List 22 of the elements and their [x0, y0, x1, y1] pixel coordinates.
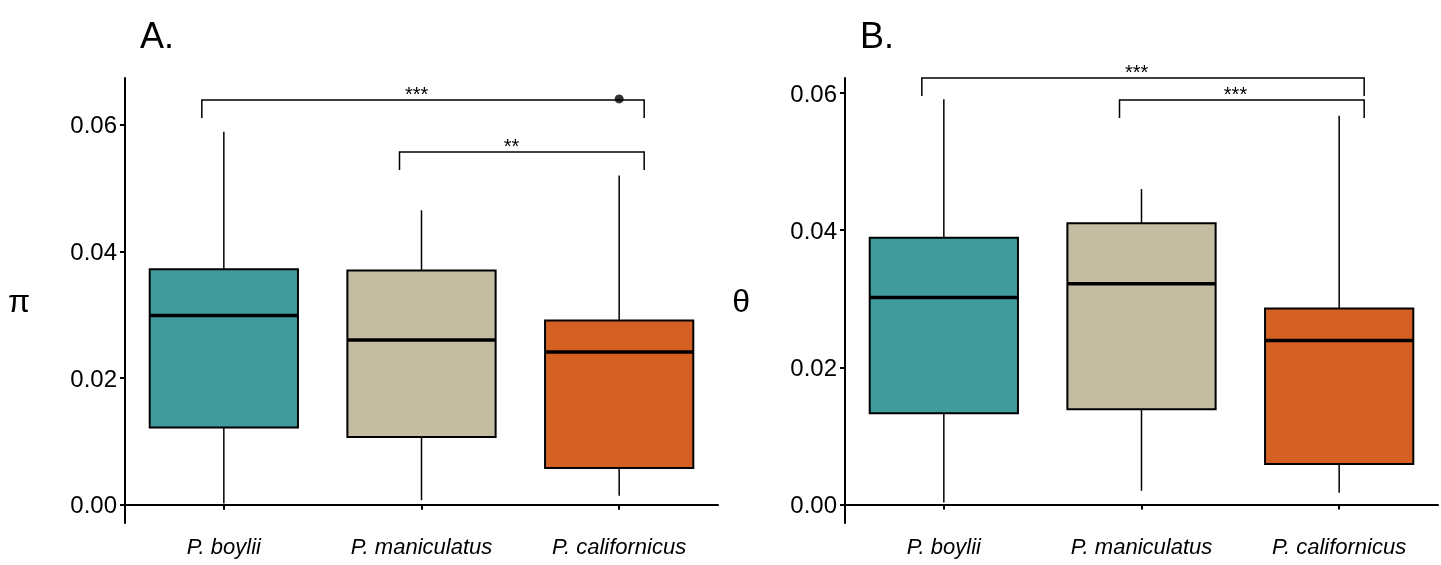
- y-tick-label: 0.06: [790, 79, 837, 107]
- y-tick-label: 0.04: [70, 237, 117, 265]
- chart-title: A.: [140, 14, 175, 56]
- annotation: ***: [1125, 61, 1149, 83]
- x-tick-label: P. californicus: [1272, 533, 1407, 559]
- y-tick-label: 0.02: [70, 364, 117, 392]
- x-tick-label: P. boylii: [186, 533, 263, 559]
- annotation: ***: [405, 83, 429, 105]
- x-tick-label: P. boylii: [906, 533, 983, 559]
- annotation: ***: [1223, 83, 1248, 105]
- x-tick-label: P. californicus: [552, 533, 687, 559]
- y-axis-title: π: [7, 282, 30, 319]
- y-tick-label: 0.02: [790, 353, 837, 381]
- y-tick-label: 0.06: [70, 111, 117, 139]
- y-tick-label: 0.04: [790, 216, 837, 244]
- annotation: **: [503, 135, 520, 157]
- x-tick-label: P. maniculatus: [350, 533, 493, 559]
- y-axis-title: θ: [732, 282, 750, 319]
- chart-title: B.: [860, 14, 895, 56]
- y-tick-label: 0.00: [790, 490, 837, 518]
- y-tick-label: 0.00: [70, 491, 117, 519]
- x-tick-label: P. maniculatus: [1070, 533, 1213, 559]
